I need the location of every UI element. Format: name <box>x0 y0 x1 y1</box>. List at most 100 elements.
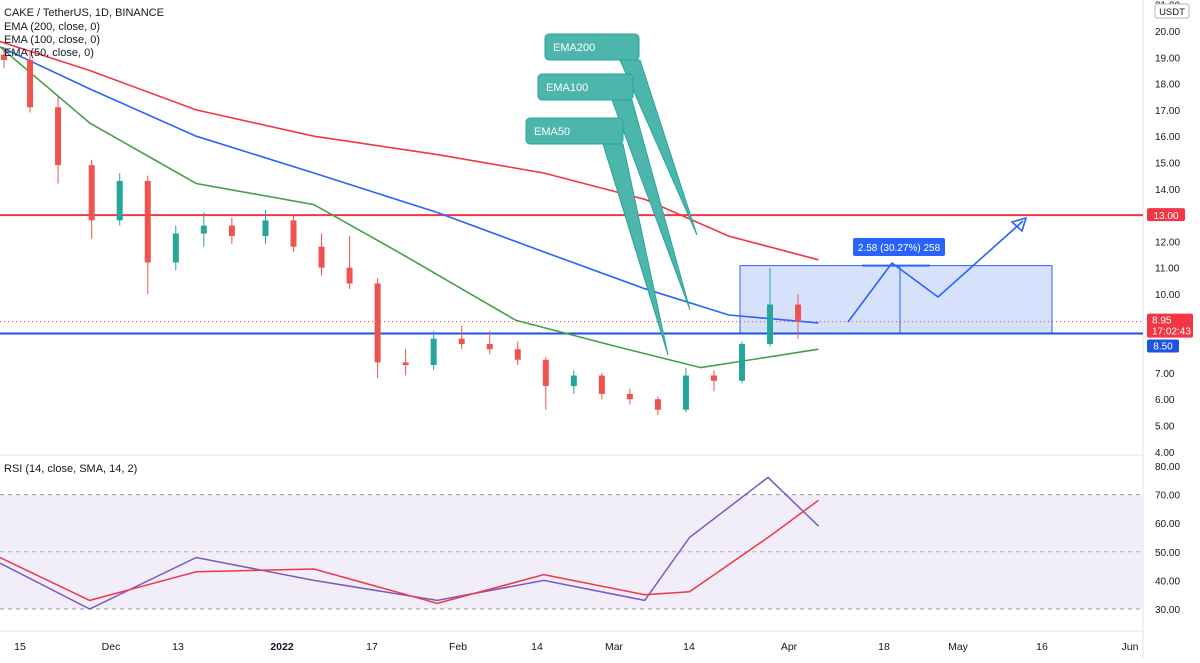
candle-body[interactable] <box>262 220 269 237</box>
rsi-scale[interactable]: 80.00 70.00 60.00 50.00 40.00 30.00 <box>1155 462 1180 616</box>
ema200-callout[interactable] <box>544 33 640 61</box>
candle-body[interactable] <box>514 349 521 360</box>
price-tick-label: 6.00 <box>1155 395 1175 406</box>
price-tick-label: 7.00 <box>1155 369 1175 380</box>
candle-body[interactable] <box>570 375 577 387</box>
candle-body[interactable] <box>654 399 661 410</box>
candle-body[interactable] <box>682 375 689 410</box>
badge-current-price: 8.95 <box>1152 316 1172 327</box>
price-tick-label: 15.00 <box>1155 159 1180 170</box>
candle-body[interactable] <box>116 180 123 221</box>
rsi-tick-label: 60.00 <box>1155 519 1180 530</box>
price-tick-label: 10.00 <box>1155 290 1180 301</box>
candle-body[interactable] <box>228 225 235 237</box>
time-tick-label: 14 <box>683 641 695 653</box>
candle-body[interactable] <box>346 267 353 284</box>
candle-body[interactable] <box>144 180 151 263</box>
candle-body[interactable] <box>318 246 325 268</box>
rsi-sma-line[interactable] <box>0 499 819 605</box>
price-tick-label: 17.00 <box>1155 106 1180 117</box>
ema100-callout-label: EMA100 <box>546 82 588 94</box>
candle-body[interactable] <box>739 343 745 381</box>
ema100-line[interactable] <box>0 46 819 324</box>
time-tick-label: 14 <box>531 641 543 653</box>
candle-body[interactable] <box>710 375 717 381</box>
projection-path[interactable] <box>847 220 1024 323</box>
ema200-legend: EMA (200, close, 0) <box>4 21 100 33</box>
ema50-line[interactable] <box>0 46 819 369</box>
rsi-tick-label: 80.00 <box>1155 462 1180 473</box>
price-tick-label: 20.00 <box>1155 27 1180 38</box>
badge-countdown: 17:02:43 <box>1152 327 1191 338</box>
price-tick-label: 4.00 <box>1155 448 1175 459</box>
rsi-tick-label: 70.00 <box>1155 491 1180 502</box>
candle-body[interactable] <box>458 338 465 344</box>
time-tick-label: Mar <box>605 641 624 653</box>
rsi-tick-label: 40.00 <box>1155 576 1180 587</box>
currency-badge[interactable] <box>1154 3 1190 19</box>
candles <box>1 46 802 415</box>
projection-arrowhead <box>1010 216 1028 233</box>
candle-body[interactable] <box>374 283 381 363</box>
time-tick-label: 16 <box>1036 641 1048 653</box>
price-badges: 13.00 8.95 17:02:43 8.50 <box>1147 208 1193 353</box>
price-scale[interactable]: 21.0020.0019.0018.0017.0016.0015.0014.00… <box>1155 1 1180 459</box>
badge-13: 13.00 <box>1153 211 1178 222</box>
candle-body[interactable] <box>55 107 62 166</box>
time-axis[interactable]: 15 Dec 13 2022 17 Feb 14 Mar 14 Apr 18 May 16 Jun <box>14 641 1138 653</box>
price-tick-label: 14.00 <box>1155 185 1180 196</box>
ema200-callout-label: EMA200 <box>553 42 595 54</box>
candle-body[interactable] <box>200 225 207 234</box>
candle-body[interactable] <box>626 393 633 400</box>
candle-body[interactable] <box>430 338 437 366</box>
price-tick-label: 12.00 <box>1155 237 1180 248</box>
candle-body[interactable] <box>1 54 7 60</box>
price-range-label: 2.58 (30.27%) 258 <box>858 243 941 254</box>
price-tick-label: 5.00 <box>1155 422 1175 433</box>
time-tick-label: Apr <box>781 641 798 653</box>
time-tick-label: 2022 <box>270 641 294 653</box>
ema50-legend: EMA (50, close, 0) <box>4 47 94 59</box>
rsi-line[interactable] <box>0 476 820 610</box>
badge-850: 8.50 <box>1153 341 1173 352</box>
rsi-legend: RSI (14, close, SMA, 14, 2) <box>4 463 137 475</box>
candle-body[interactable] <box>88 165 95 221</box>
ema100-legend: EMA (100, close, 0) <box>4 34 100 46</box>
currency-label: USDT <box>1159 7 1185 18</box>
candle-body[interactable] <box>767 304 774 344</box>
candle-body[interactable] <box>542 359 549 387</box>
ema100-callout[interactable] <box>537 73 634 101</box>
time-tick-label: Feb <box>449 641 467 653</box>
candle-body[interactable] <box>486 343 493 350</box>
price-tick-label: 11.00 <box>1155 264 1180 275</box>
price-tick-label: 19.00 <box>1155 53 1180 64</box>
candle-body[interactable] <box>172 233 179 263</box>
price-tick-label: 18.00 <box>1155 80 1180 91</box>
time-tick-label: Jun <box>1122 641 1139 653</box>
ema50-callout-label: EMA50 <box>534 126 570 138</box>
candle-body[interactable] <box>27 59 34 108</box>
time-tick-label: May <box>948 641 969 653</box>
time-tick-label: 15 <box>14 641 26 653</box>
candle-body[interactable] <box>402 362 409 366</box>
rsi-tick-label: 50.00 <box>1155 548 1180 559</box>
price-range-box[interactable] <box>739 265 1053 334</box>
ema200-line[interactable] <box>0 40 819 261</box>
candle-body[interactable] <box>598 375 605 394</box>
price-tick-label: 16.00 <box>1155 132 1180 143</box>
time-tick-label: 17 <box>366 641 378 653</box>
rsi-tick-label: 30.00 <box>1155 605 1180 616</box>
callouts: EMA200 EMA100 EMA50 <box>525 33 698 356</box>
time-tick-label: 18 <box>878 641 890 653</box>
badge-current-bg <box>1147 313 1193 338</box>
candle-body[interactable] <box>290 220 297 247</box>
badge-850-bg <box>1147 339 1179 353</box>
candle-body[interactable] <box>795 304 802 322</box>
symbol-title: CAKE / TetherUS, 1D, BINANCE <box>4 7 164 19</box>
price-range-label-bg <box>853 238 945 256</box>
time-tick-label: Dec <box>102 641 121 653</box>
ema50-callout[interactable] <box>525 117 624 145</box>
badge-13-bg <box>1147 208 1185 222</box>
